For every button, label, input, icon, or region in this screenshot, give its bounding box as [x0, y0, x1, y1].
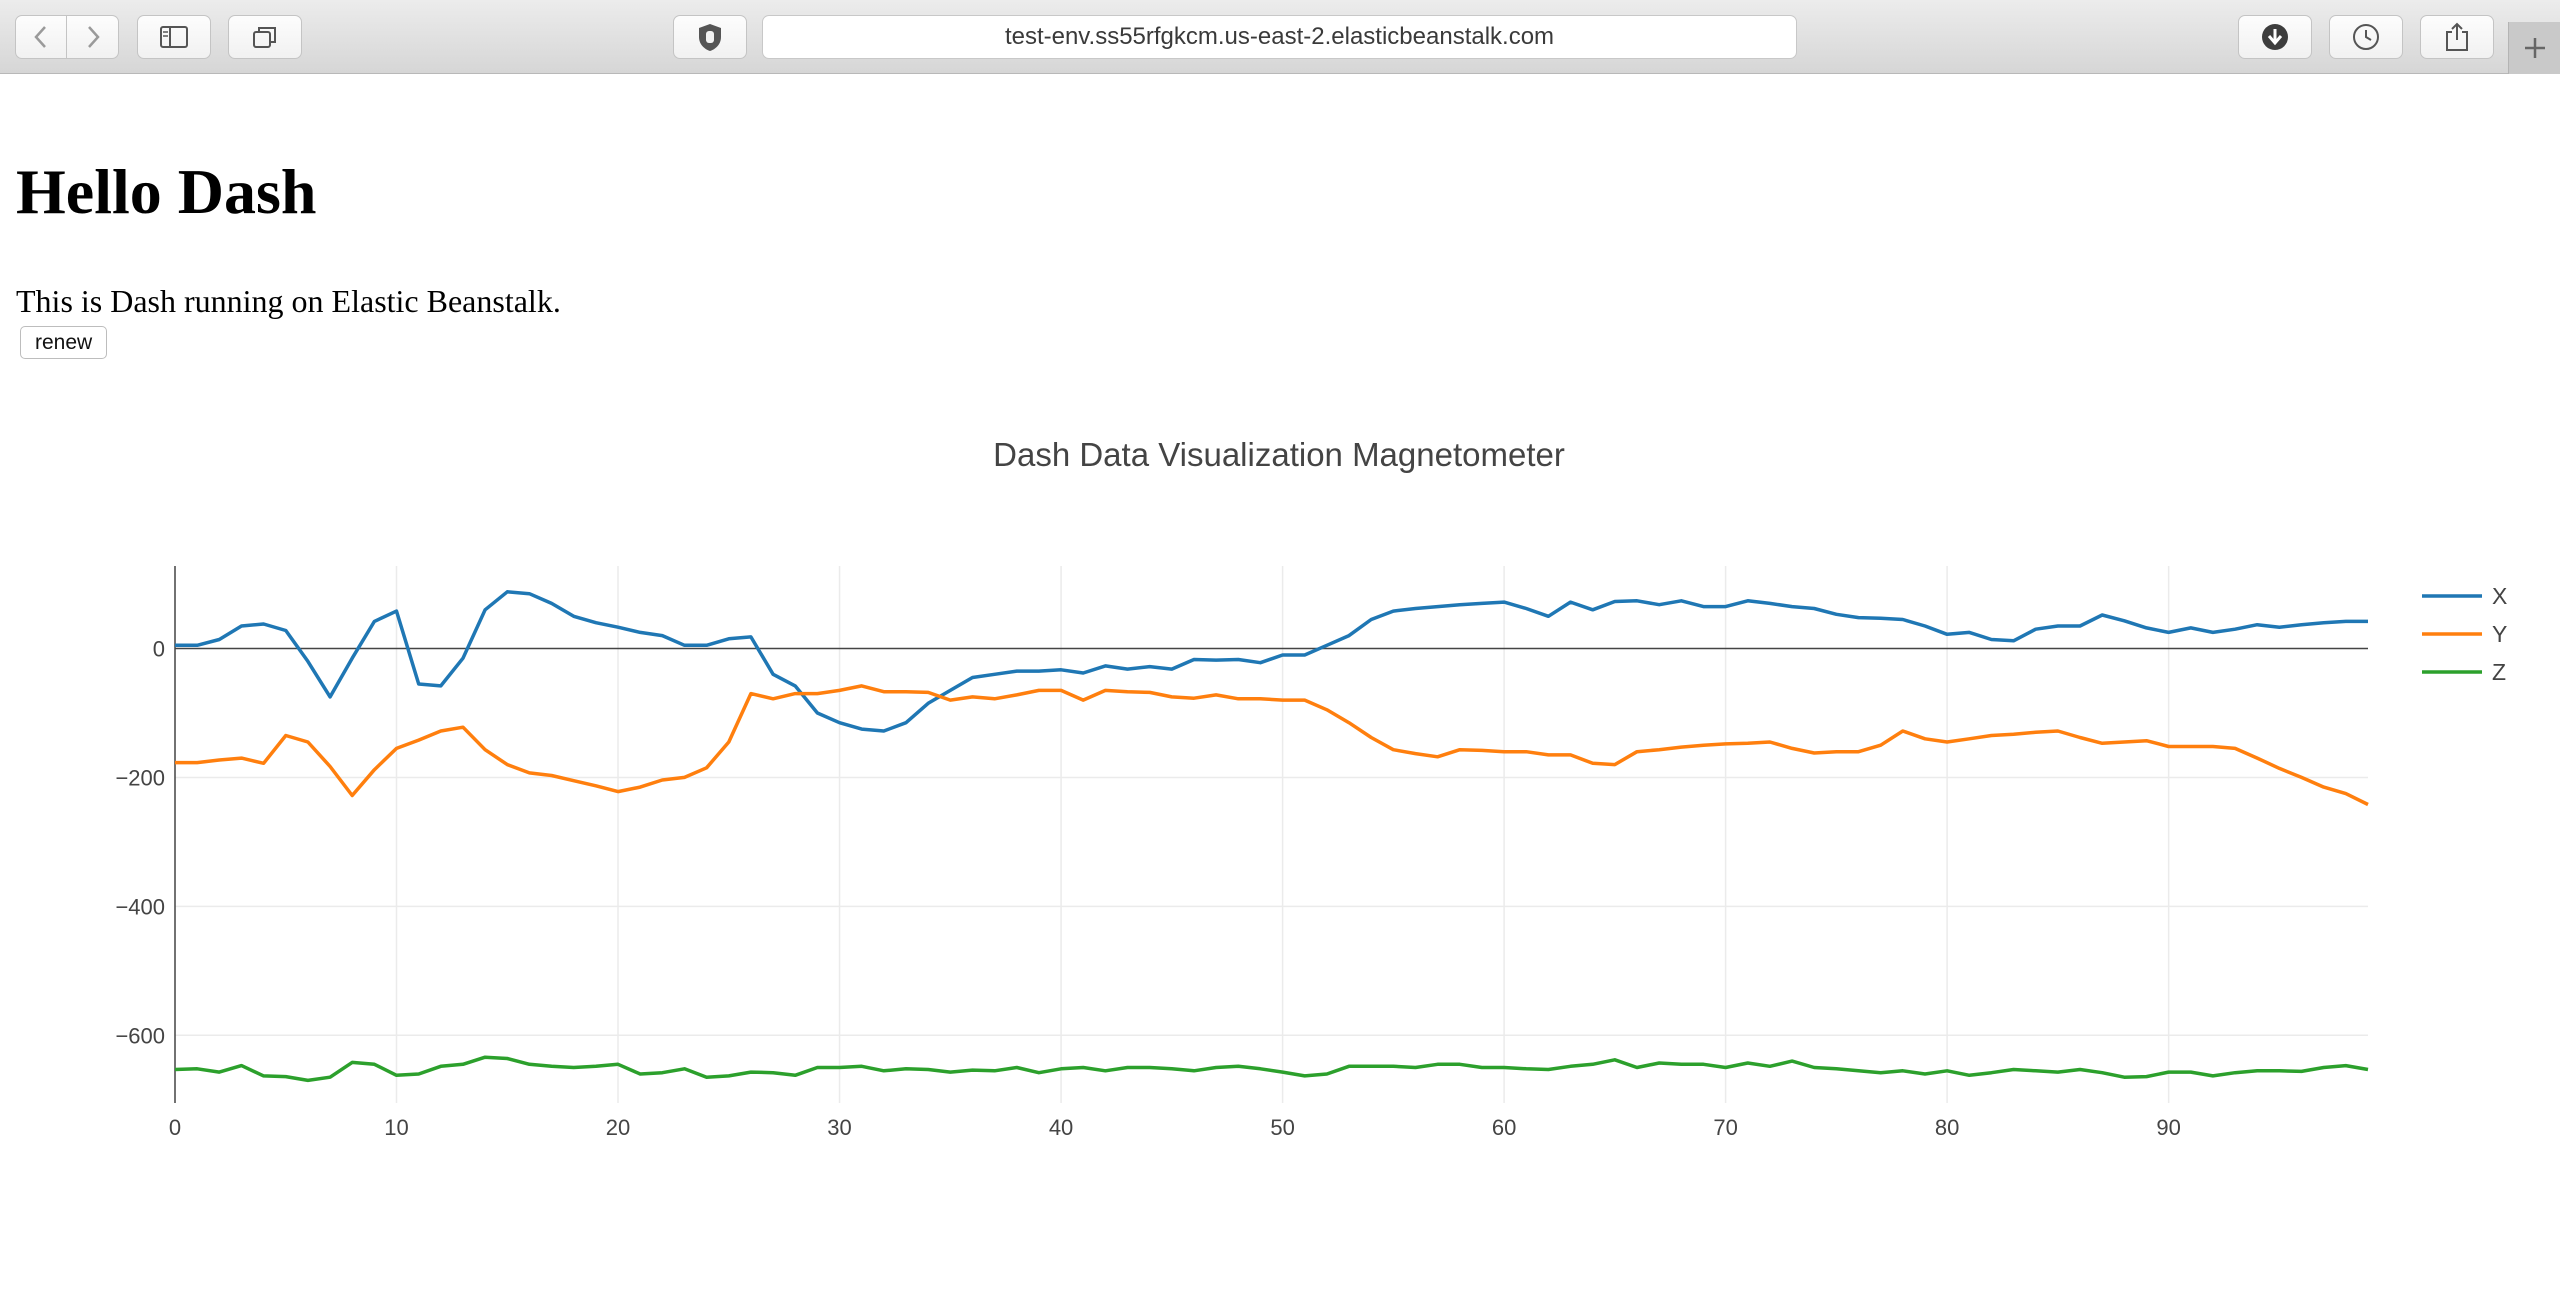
new-tab-button[interactable] — [2508, 22, 2560, 74]
chart-title: Dash Data Visualization Magnetometer — [993, 436, 1565, 473]
share-icon — [2446, 22, 2468, 51]
browser-toolbar: test-env.ss55rfgkcm.us-east-2.elasticbea… — [0, 0, 2560, 74]
sidebar-icon — [160, 26, 188, 48]
plus-icon — [2525, 38, 2545, 58]
series-line-z[interactable] — [174, 1055, 2369, 1083]
back-button[interactable] — [15, 15, 67, 59]
privacy-hand-icon — [699, 24, 721, 51]
magnetometer-chart: Dash Data Visualization Magnetometer 0 10… — [115, 436, 2507, 1140]
y-tick-label: −600 — [115, 1023, 165, 1048]
chart-axes — [174, 566, 2368, 1103]
page-title: Hello Dash — [16, 156, 317, 227]
x-tick-label: 10 — [384, 1115, 408, 1140]
y-tick-label: 0 — [153, 637, 165, 662]
x-tick-label: 50 — [1270, 1115, 1294, 1140]
tabs-icon — [253, 27, 276, 48]
series-line-y[interactable] — [175, 684, 2369, 807]
series-line-x[interactable] — [175, 590, 2368, 733]
x-tick-label: 70 — [1713, 1115, 1737, 1140]
sidebar-button[interactable] — [137, 15, 211, 59]
renew-button[interactable]: renew — [20, 326, 108, 359]
legend-label-y[interactable]: Y — [2492, 621, 2507, 647]
chart-lines[interactable] — [174, 590, 2369, 1083]
x-tick-label: 80 — [1935, 1115, 1959, 1140]
chart-grid — [175, 566, 2368, 1103]
download-icon — [2262, 24, 2288, 50]
chevron-right-icon — [87, 26, 100, 48]
downloads-button[interactable] — [2238, 15, 2312, 59]
privacy-button[interactable] — [673, 15, 747, 59]
x-tick-label: 20 — [606, 1115, 630, 1140]
x-tick-label: 40 — [1049, 1115, 1073, 1140]
y-tick-label: −200 — [115, 765, 165, 790]
forward-button[interactable] — [67, 15, 119, 59]
legend-label-z[interactable]: Z — [2492, 659, 2506, 685]
address-bar[interactable]: test-env.ss55rfgkcm.us-east-2.elasticbea… — [762, 15, 1797, 59]
url-text: test-env.ss55rfgkcm.us-east-2.elasticbea… — [1004, 23, 1555, 50]
x-tick-label: 60 — [1492, 1115, 1516, 1140]
page-description: This is Dash running on Elastic Beanstal… — [16, 283, 561, 319]
chart-legend[interactable]: XYZ — [2422, 583, 2507, 685]
x-tick-label: 30 — [827, 1115, 851, 1140]
y-tick-label: −400 — [115, 894, 165, 919]
tabs-overview-button[interactable] — [228, 15, 302, 59]
legend-label-x[interactable]: X — [2492, 583, 2507, 609]
chevron-left-icon — [34, 26, 46, 48]
chart-ticks: 0 10 20 30 40 50 60 70 80 90 0 −200 −400 −600 — [115, 637, 2180, 1140]
x-tick-label: 0 — [169, 1115, 181, 1140]
history-button[interactable] — [2329, 15, 2403, 59]
history-icon — [2353, 24, 2379, 50]
x-tick-label: 90 — [2156, 1115, 2180, 1140]
share-button[interactable] — [2420, 15, 2494, 59]
